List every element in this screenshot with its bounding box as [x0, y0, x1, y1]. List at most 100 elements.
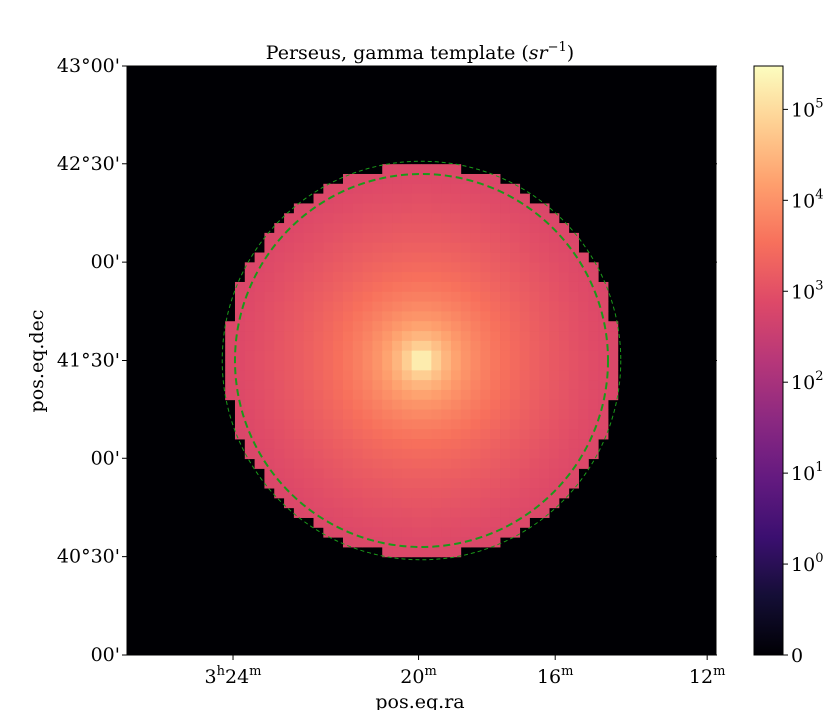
heatmap-cell	[264, 389, 275, 401]
heatmap-cell	[519, 350, 530, 361]
heatmap-cell	[568, 331, 579, 342]
heatmap-cell	[333, 517, 344, 528]
heatmap-cell	[244, 311, 256, 322]
heatmap-cell	[411, 281, 422, 293]
heatmap-cell	[450, 507, 462, 518]
heatmap-cell	[509, 380, 521, 391]
heatmap-cell	[372, 291, 383, 302]
heatmap-cell	[293, 340, 305, 352]
heatmap-cell	[342, 281, 354, 293]
heatmap-cell	[342, 409, 354, 420]
heatmap-cell	[490, 507, 501, 518]
heatmap-cell	[529, 497, 540, 509]
heatmap-cell	[342, 331, 354, 342]
heatmap-cell	[225, 340, 236, 352]
heatmap-cell	[284, 340, 295, 352]
heatmap-cell	[598, 281, 609, 293]
heatmap-cell	[470, 193, 481, 204]
heatmap-cell	[460, 389, 471, 401]
heatmap-cell	[539, 468, 550, 479]
heatmap-cell	[500, 262, 511, 273]
heatmap-cell	[333, 232, 344, 244]
heatmap-cell	[509, 193, 521, 204]
heatmap-cell	[598, 389, 609, 401]
heatmap-cell	[333, 311, 344, 322]
heatmap-cell	[450, 242, 462, 253]
heatmap-cell	[303, 507, 314, 518]
heatmap-cell	[588, 281, 599, 293]
heatmap-cell	[372, 223, 383, 234]
colorbar-tick-base: 10	[791, 372, 815, 394]
heatmap-cell	[342, 468, 354, 479]
heatmap-cell	[323, 223, 334, 234]
heatmap-cell	[313, 429, 324, 440]
heatmap-cell	[274, 448, 285, 460]
heatmap-cell	[411, 468, 422, 479]
heatmap-cell	[372, 537, 383, 548]
heatmap-cell	[441, 164, 452, 175]
heatmap-cell	[588, 340, 599, 352]
heatmap-cell	[450, 291, 462, 302]
heatmap-cell	[598, 370, 609, 381]
heatmap-cell	[578, 291, 589, 302]
heatmap-cell	[421, 507, 432, 518]
heatmap-cell	[558, 439, 570, 450]
heatmap-cell	[274, 370, 285, 381]
heatmap-cell	[342, 360, 354, 371]
heatmap-cell	[392, 370, 403, 381]
heatmap-cell	[529, 409, 540, 420]
heatmap-cell	[274, 252, 285, 263]
heatmap-cell	[460, 360, 471, 371]
contour-circles	[221, 160, 622, 561]
heatmap-cell	[441, 458, 452, 469]
heatmap-cell	[500, 340, 511, 352]
heatmap-cell	[519, 252, 530, 263]
heatmap-cell	[234, 331, 246, 342]
heatmap-cell	[460, 262, 471, 273]
heatmap-cell	[549, 439, 560, 450]
heatmap-cell	[500, 370, 511, 381]
heatmap-cell	[411, 547, 422, 558]
heatmap-cell	[372, 272, 383, 283]
heatmap-cell	[411, 183, 422, 195]
heatmap-cell	[460, 497, 471, 509]
heatmap-cell	[431, 340, 442, 352]
heatmap-cell	[529, 468, 540, 479]
heatmap-cell	[293, 291, 305, 302]
heatmap-cell	[460, 380, 471, 391]
heatmap-cell	[284, 370, 295, 381]
heatmap-cell	[529, 389, 540, 401]
heatmap-cell	[333, 183, 344, 195]
colorbar-tick-exponent: 2	[815, 369, 823, 384]
heatmap-cell	[441, 380, 452, 391]
heatmap-cell	[293, 497, 305, 509]
heatmap-cell	[529, 350, 540, 361]
heatmap-cell	[401, 419, 413, 430]
heatmap-cell	[431, 537, 442, 548]
heatmap-cell	[441, 537, 452, 548]
heatmap-cell	[352, 488, 363, 499]
heatmap-cell	[264, 360, 275, 371]
heatmap-cell	[578, 301, 589, 312]
heatmap-cell	[598, 360, 609, 371]
heatmap-cell	[401, 331, 413, 342]
heatmap-cell	[480, 360, 491, 371]
heatmap-cell	[441, 370, 452, 381]
heatmap-cell	[578, 360, 589, 371]
heatmap-cell	[470, 458, 481, 469]
heatmap-cell	[303, 439, 314, 450]
heatmap-cell	[392, 419, 403, 430]
heatmap-cell	[450, 409, 462, 420]
heatmap-cell	[234, 419, 246, 430]
heatmap-cell	[264, 232, 275, 244]
heatmap-cell	[441, 448, 452, 460]
heatmap-cell	[519, 370, 530, 381]
heatmap-cell	[352, 203, 363, 214]
heatmap-cell	[490, 203, 501, 214]
heatmap-cell	[401, 409, 413, 420]
heatmap-cell	[441, 478, 452, 489]
heatmap-cell	[244, 331, 256, 342]
colorbar-tick-base: 10	[791, 99, 815, 121]
heatmap-cell	[588, 360, 599, 371]
heatmap-cell	[342, 291, 354, 302]
